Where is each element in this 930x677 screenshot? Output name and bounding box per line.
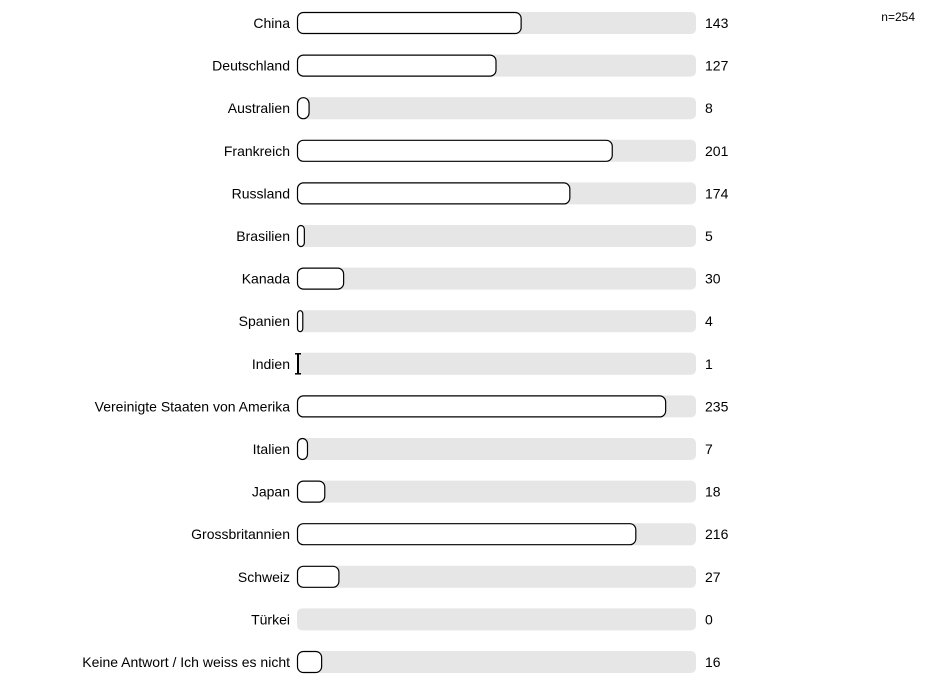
category-label: Türkei xyxy=(251,611,290,627)
value-label: 5 xyxy=(705,228,713,244)
value-label: 27 xyxy=(705,569,721,585)
category-label: Deutschland xyxy=(212,58,290,74)
bar-row: Keine Antwort / Ich weiss es nicht 16 xyxy=(82,650,721,674)
category-label: Japan xyxy=(252,484,290,500)
value-label: 235 xyxy=(705,398,729,414)
value-label: 16 xyxy=(705,654,721,670)
bar-row: Grossbritannien 216 xyxy=(191,523,729,546)
bar-track xyxy=(297,608,696,631)
bar-row: Japan 18 xyxy=(252,480,721,503)
bar-track xyxy=(297,480,696,503)
value-label: 143 xyxy=(705,15,729,31)
bar-row: Australien 8 xyxy=(228,97,713,120)
category-label: Keine Antwort / Ich weiss es nicht xyxy=(82,654,290,670)
value-label: 18 xyxy=(705,484,721,500)
category-label: Indien xyxy=(252,356,290,372)
value-label: 8 xyxy=(705,100,713,116)
bar xyxy=(296,267,345,290)
value-label: 30 xyxy=(705,271,721,287)
bar xyxy=(296,437,309,461)
bar-track xyxy=(297,565,696,588)
value-label: 201 xyxy=(705,143,729,159)
category-label: Italien xyxy=(253,441,290,457)
category-label: Grossbritannien xyxy=(191,526,290,542)
bar-row: China 143 xyxy=(253,11,729,35)
bar-row: Indien 1 xyxy=(252,352,713,375)
bar-track xyxy=(297,267,696,290)
bar-track xyxy=(297,310,696,333)
bar-row: Spanien 4 xyxy=(239,310,713,333)
category-label: Spanien xyxy=(239,313,290,329)
bar xyxy=(296,139,613,162)
bar-row: Vereinigte Staaten von Amerika 235 xyxy=(95,395,729,418)
bar-track xyxy=(297,651,696,673)
bar xyxy=(296,54,497,77)
category-label: Vereinigte Staaten von Amerika xyxy=(95,398,291,414)
bar-row: Frankreich 201 xyxy=(224,139,729,162)
category-label: Australien xyxy=(228,100,290,116)
bar-row: Russland 174 xyxy=(232,182,729,205)
category-label: Kanada xyxy=(242,271,290,287)
value-label: 4 xyxy=(705,313,713,329)
bar xyxy=(296,523,637,546)
category-label: Russland xyxy=(232,185,290,201)
value-label: 7 xyxy=(705,441,713,457)
bar xyxy=(296,565,340,588)
bar xyxy=(296,224,305,248)
bar xyxy=(296,310,304,333)
bar xyxy=(296,182,571,205)
value-label: 174 xyxy=(705,185,729,201)
bar xyxy=(296,480,326,503)
category-label: China xyxy=(253,15,290,31)
value-label: 0 xyxy=(705,611,713,627)
category-label: Frankreich xyxy=(224,143,290,159)
bar-track xyxy=(297,97,696,120)
bar-row: Italien 7 xyxy=(253,437,713,461)
bar xyxy=(296,395,667,418)
category-label: Schweiz xyxy=(238,569,290,585)
bar-row: Türkei 0 xyxy=(251,608,713,631)
bar-track xyxy=(297,438,696,460)
bar-track xyxy=(297,225,696,247)
bar-row: Brasilien 5 xyxy=(236,224,713,248)
bar xyxy=(296,11,522,35)
bar-track xyxy=(297,352,696,375)
value-label: 1 xyxy=(705,356,713,372)
bar-row: Kanada 30 xyxy=(242,267,721,290)
value-label: 216 xyxy=(705,526,729,542)
category-label: Brasilien xyxy=(236,228,290,244)
bar-row: Schweiz 27 xyxy=(238,565,721,588)
bar-row: Deutschland 127 xyxy=(212,54,729,77)
bar xyxy=(296,650,323,674)
bar xyxy=(296,97,310,120)
sample-size-label: n=254 xyxy=(881,10,915,24)
value-label: 127 xyxy=(705,58,729,74)
bar xyxy=(295,353,301,375)
